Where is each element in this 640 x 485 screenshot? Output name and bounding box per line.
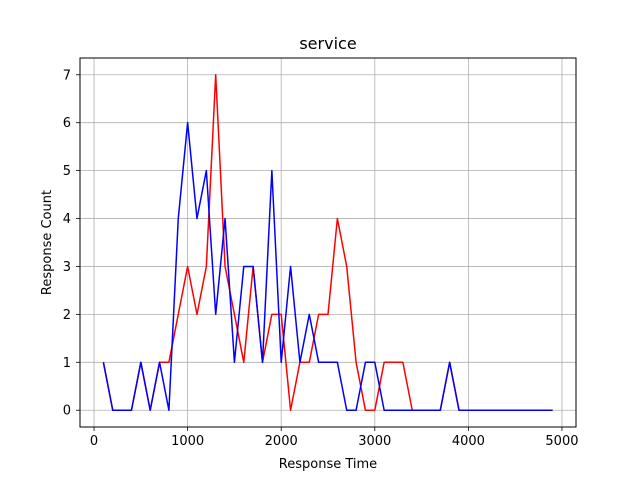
x-tick-label: 2000 bbox=[265, 434, 298, 449]
y-tick-label: 5 bbox=[63, 164, 71, 179]
y-tick-label: 4 bbox=[63, 212, 71, 227]
axis-ticks: 0 1000 2000 3000 4000 5000 0 1 2 3 4 5 6 7 bbox=[63, 68, 579, 449]
y-tick-label: 7 bbox=[63, 68, 71, 83]
x-tick-label: 5000 bbox=[545, 434, 578, 449]
x-tick-label: 3000 bbox=[358, 434, 391, 449]
x-axis-label: Response Time bbox=[279, 457, 377, 472]
y-tick-label: 0 bbox=[63, 404, 71, 419]
series-lines bbox=[102, 74, 553, 411]
x-tick-label: 1000 bbox=[171, 434, 204, 449]
chart-title: service bbox=[299, 34, 356, 53]
plot-frame bbox=[79, 57, 577, 428]
x-tick-label: 4000 bbox=[452, 434, 485, 449]
series-line-2 bbox=[102, 121, 553, 411]
y-tick-label: 3 bbox=[63, 260, 71, 275]
y-axis-label: Response Count bbox=[40, 190, 55, 295]
y-tick-label: 6 bbox=[63, 116, 71, 131]
x-tick-label: 0 bbox=[90, 434, 98, 449]
y-tick-label: 2 bbox=[63, 308, 71, 323]
y-tick-label: 1 bbox=[63, 356, 71, 371]
grid bbox=[80, 58, 576, 427]
